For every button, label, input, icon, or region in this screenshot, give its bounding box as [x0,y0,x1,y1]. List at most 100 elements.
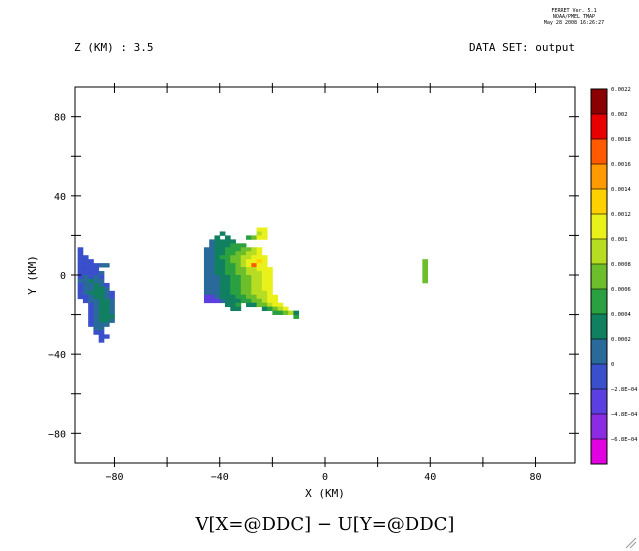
data-cell-center [240,247,247,252]
data-cell-center [267,302,273,308]
data-cell-center [246,267,252,272]
data-cell-west [98,290,105,296]
data-cell-center [240,278,247,284]
data-cell-center [230,298,236,304]
data-cell-center [230,267,236,272]
data-cell-west [93,306,100,312]
data-cell-center [235,282,242,288]
data-cell-center [219,290,226,296]
data-cell-center [235,247,242,252]
colorbar-swatch [591,339,607,365]
data-cell-west [98,294,105,300]
data-cell-center [225,275,231,280]
data-cell-center [225,243,231,248]
data-cell-center [267,290,273,296]
data-cell-center [261,271,268,276]
data-cell-center [267,271,273,276]
data-cell-center [261,255,268,260]
data-cell-west [103,314,110,319]
data-cell-center [235,251,242,256]
data-cell-center [261,263,268,268]
data-cell-center [214,251,221,256]
data-cell-west [93,294,100,300]
data-cell-center [246,286,252,292]
data-cell-center [267,282,273,288]
data-cell-center [240,271,247,276]
data-cell-center [225,302,231,308]
program-line-2: NOAA/PMEL TMAP [553,14,595,20]
data-cell-west [103,282,110,288]
data-cell-west [103,322,110,327]
data-cell-center [235,286,242,292]
data-cell-center [203,251,210,256]
data-cell-center [277,306,284,312]
colorbar-swatch [591,139,607,165]
data-cell-west [82,263,89,268]
data-cell-center [235,302,242,308]
data-cell-center [225,239,231,244]
data-cell-center [209,271,215,276]
data-cell-center [235,259,242,264]
data-cell-center [225,235,231,240]
colorbar-label: −6.8E−04 [611,437,638,443]
data-cell-center [240,294,247,300]
data-cell-center [261,286,268,292]
data-cell-center [209,251,215,256]
data-cell-center [293,310,300,315]
data-cell-center [219,275,226,280]
data-cell-center [230,294,236,300]
data-cell-center [261,259,268,264]
data-cell-center [256,259,263,264]
data-cell-center [256,278,263,284]
data-cell-west [82,255,89,260]
data-cell-center [209,294,215,300]
data-cell-center [240,298,247,304]
data-cell-center [219,247,226,252]
resize-grip-icon[interactable] [625,537,637,549]
data-cell-center [267,294,273,300]
data-cell-center [256,263,263,268]
data-cell-west [88,302,94,308]
data-cell-center [214,263,221,268]
data-cell-center [219,298,226,304]
colorbar-swatch [591,289,607,315]
data-cell-center [209,247,215,252]
data-cell-center [251,286,257,292]
data-cell-center [203,278,210,284]
colorbar-swatch [591,89,607,115]
data-cell-west [98,322,105,327]
data-cell-center [267,267,273,272]
data-cell-center [267,278,273,284]
data-cell-center [203,267,210,272]
data-cell-center [225,294,231,300]
data-cell-center [261,275,268,280]
data-cell-west [93,314,100,319]
data-cell-west [88,290,94,296]
data-cell-west [77,247,84,252]
data-cell-center [203,271,210,276]
data-cell-center [225,271,231,276]
data-cell-west [109,302,115,308]
data-cell-center [214,275,221,280]
data-cell-center [209,243,215,248]
data-cell-west [82,271,89,276]
data-cell-center [251,255,257,260]
data-cell-center [256,267,263,272]
data-cell-west [77,255,84,260]
data-cell-center [251,302,257,308]
colorbar-swatch [591,414,607,440]
data-cell-center [251,282,257,288]
data-cell-west [82,290,89,296]
data-cell-center [256,290,263,296]
data-cell-center [235,255,242,260]
data-cell-center [256,275,263,280]
data-cell-west [98,298,105,304]
colorbar-swatch [591,314,607,340]
data-cell-center [225,251,231,256]
colorbar-label: −4.8E−04 [611,412,638,418]
data-cell-center [214,290,221,296]
data-cell-west [93,298,100,304]
data-cell-center [209,267,215,272]
data-cell-west [98,310,105,315]
data-cell-center [203,259,210,264]
